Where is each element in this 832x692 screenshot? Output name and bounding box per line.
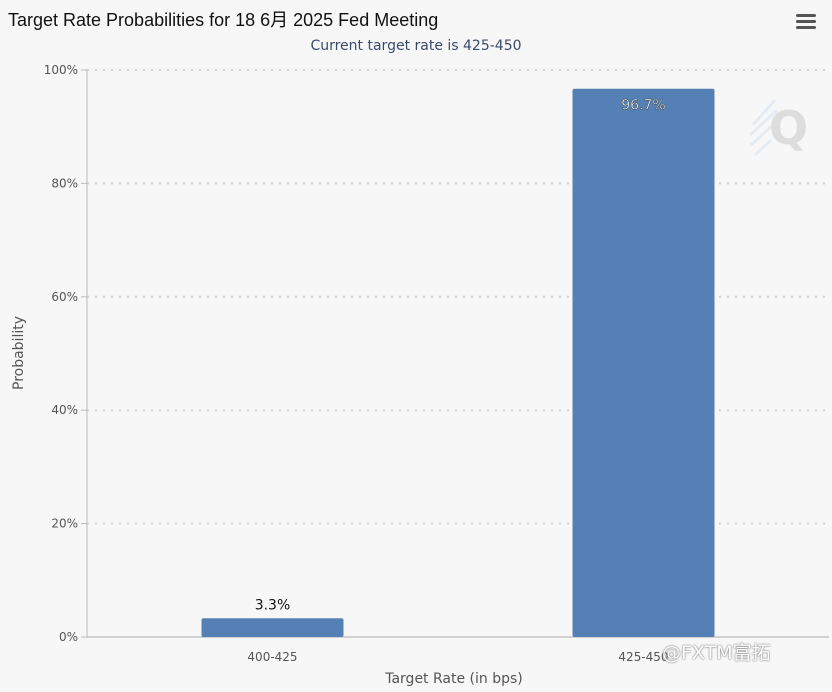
y-tick-label: 100% (44, 63, 78, 77)
y-tick-label: 80% (51, 176, 78, 190)
bar-425-450[interactable] (572, 88, 715, 637)
x-tick-label: 425-450 (618, 650, 668, 664)
y-tick-label: 40% (51, 403, 78, 417)
hamburger-menu-icon[interactable] (795, 13, 817, 31)
bar-400-425[interactable] (201, 618, 344, 637)
svg-text:Q: Q (769, 101, 808, 155)
y-tick-label: 0% (59, 630, 78, 644)
data-label: 3.3% (255, 597, 291, 613)
chart-subtitle: Current target rate is 425-450 (310, 38, 522, 54)
y-tick-label: 20% (51, 517, 78, 531)
x-tick-label: 400-425 (247, 650, 297, 664)
chart-title: Target Rate Probabilities for 18 6月 2025… (8, 10, 439, 30)
y-axis-title: Probability (11, 316, 27, 390)
y-tick-label: 60% (51, 290, 78, 304)
x-axis-title: Target Rate (in bps) (384, 671, 523, 687)
fxtm-watermark: @FXTM富拓 (662, 642, 771, 664)
q-logo-watermark: Q (748, 99, 808, 157)
data-label: 96.7% (621, 98, 665, 114)
